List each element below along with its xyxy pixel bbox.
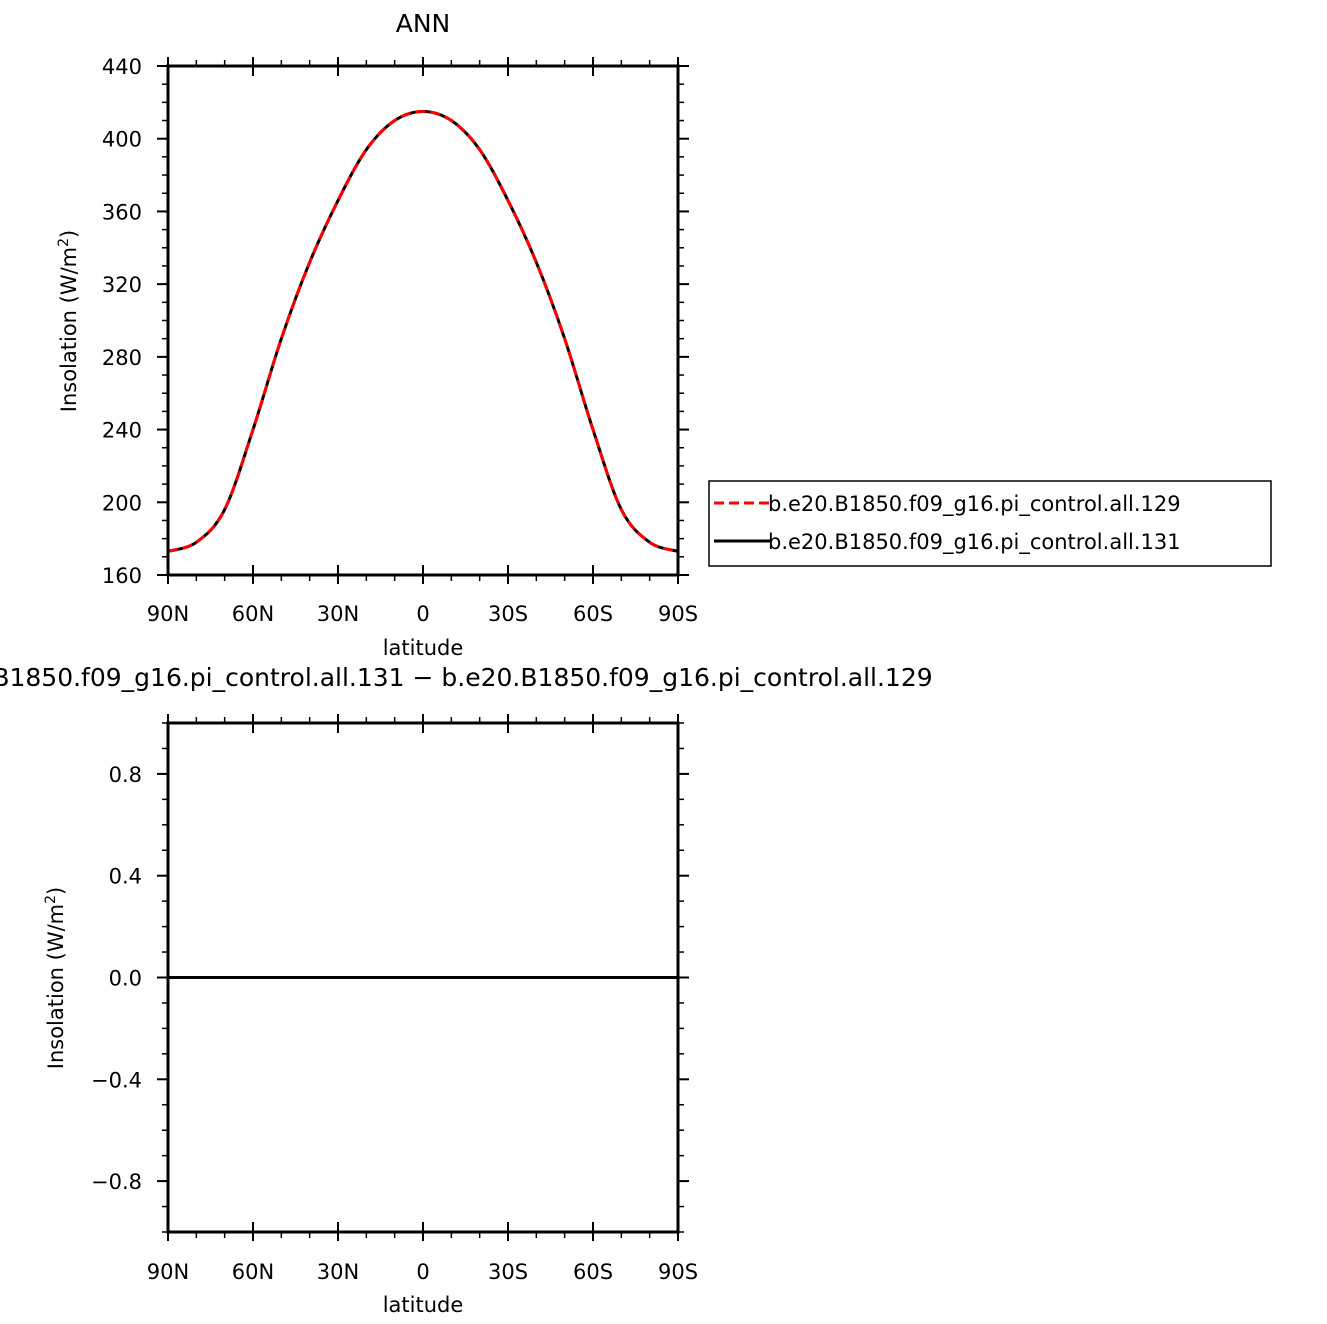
y-tick-label: 160 bbox=[102, 564, 142, 588]
x-tick-label: 60S bbox=[573, 1260, 613, 1284]
x-axis-title: latitude bbox=[383, 1293, 464, 1317]
series-line bbox=[167, 109, 679, 553]
y-tick-label: 400 bbox=[102, 128, 142, 152]
bottom-panel: b.e20.B1850.f09_g16.pi_control.all.131 −… bbox=[0, 663, 933, 1317]
y-tick-label: 0.4 bbox=[109, 865, 142, 889]
y-tick-labels: 160 200 240 280 320 360 400 440 bbox=[102, 55, 142, 588]
tick-marks bbox=[157, 57, 689, 584]
x-tick-label: 90N bbox=[147, 602, 189, 626]
y-axis-title: Insolation (W/m2) bbox=[56, 230, 81, 413]
x-tick-label: 0 bbox=[416, 602, 429, 626]
legend-box bbox=[708, 480, 1272, 567]
x-axis-title: latitude bbox=[383, 636, 464, 660]
y-tick-label: 240 bbox=[102, 419, 142, 443]
plot-frame bbox=[166, 721, 680, 1234]
y-axis-title: Insolation (W/m2) bbox=[43, 887, 68, 1070]
difference-plot-title: b.e20.B1850.f09_g16.pi_control.all.131 −… bbox=[0, 663, 933, 692]
x-tick-label: 30S bbox=[488, 602, 528, 626]
x-tick-label: 60N bbox=[232, 602, 274, 626]
x-tick-label: 90N bbox=[147, 1260, 189, 1284]
x-tick-labels: 90N 60N 30N 0 30S 60S 90S bbox=[147, 602, 698, 626]
y-tick-label: 440 bbox=[102, 55, 142, 79]
top-panel: ANN 160 200 240 280 320 360 400 440 90N 60N 30N 0 3… bbox=[56, 9, 1272, 660]
legend: b.e20.B1850.f09_g16.pi_control.all.129 b… bbox=[708, 480, 1272, 567]
series-lines bbox=[167, 109, 679, 553]
x-tick-label: 60N bbox=[232, 1260, 274, 1284]
y-tick-labels: −0.8 −0.4 0.0 0.4 0.8 bbox=[91, 763, 142, 1194]
y-tick-label: 0.8 bbox=[109, 763, 142, 787]
y-tick-label: 320 bbox=[102, 273, 142, 297]
x-tick-label: 30N bbox=[317, 1260, 359, 1284]
x-tick-label: 60S bbox=[573, 602, 613, 626]
x-tick-label: 90S bbox=[658, 1260, 698, 1284]
y-tick-label: 360 bbox=[102, 200, 142, 224]
y-tick-label: 280 bbox=[102, 346, 142, 370]
x-tick-labels: 90N 60N 30N 0 30S 60S 90S bbox=[147, 1260, 698, 1284]
x-tick-label: 30S bbox=[488, 1260, 528, 1284]
x-tick-label: 90S bbox=[658, 602, 698, 626]
legend-label-129: b.e20.B1850.f09_g16.pi_control.all.129 bbox=[768, 492, 1181, 517]
plot-frame bbox=[166, 64, 680, 577]
legend-label-131: b.e20.B1850.f09_g16.pi_control.all.131 bbox=[768, 530, 1181, 555]
y-tick-label: 0.0 bbox=[109, 967, 142, 991]
y-tick-label: −0.8 bbox=[91, 1170, 142, 1194]
x-tick-label: 0 bbox=[416, 1260, 429, 1284]
y-tick-label: 200 bbox=[102, 491, 142, 515]
x-tick-label: 30N bbox=[317, 602, 359, 626]
plot-title: ANN bbox=[396, 9, 451, 38]
series-line bbox=[167, 109, 679, 553]
y-tick-label: −0.4 bbox=[91, 1068, 142, 1092]
